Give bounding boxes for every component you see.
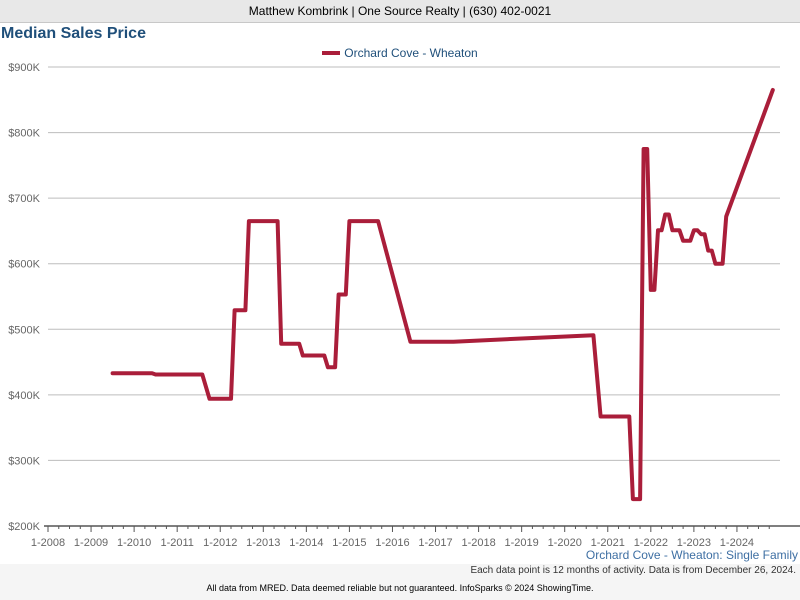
y-tick-label: $500K [8, 324, 40, 336]
x-tick-label: 1-2022 [634, 537, 668, 549]
x-tick-label: 1-2018 [461, 537, 495, 549]
y-tick-label: $200K [8, 521, 40, 533]
legend-label: Orchard Cove - Wheaton [344, 46, 478, 60]
y-tick-label: $700K [8, 193, 40, 205]
x-tick-label: 1-2023 [677, 537, 711, 549]
y-tick-label: $800K [8, 128, 40, 140]
legend: Orchard Cove - Wheaton [0, 46, 800, 60]
x-tick-label: 1-2015 [332, 537, 366, 549]
data-note: Each data point is 12 months of activity… [470, 565, 796, 576]
chart-title: Median Sales Price [1, 25, 146, 42]
x-tick-label: 1-2014 [289, 537, 323, 549]
x-tick-label: 1-2009 [74, 537, 108, 549]
y-tick-label: $900K [8, 62, 40, 74]
y-axis-ticks: $200K $300K $400K $500K $600K $700K $800K $900K [8, 62, 40, 533]
footer-disclaimer: All data from MRED. Data deemed reliable… [206, 583, 594, 593]
x-tick-label: 1-2021 [591, 537, 625, 549]
agent-header: Matthew Kombrink | One Source Realty | (… [0, 0, 800, 23]
legend-swatch [322, 50, 341, 55]
x-axis: 1-2008 1-2009 1-2010 1-2011 1-2012 1-2013 1-20… [31, 525, 800, 549]
x-tick-label: 1-2017 [418, 537, 452, 549]
chart-subtitle: Orchard Cove - Wheaton: Single Family [585, 548, 798, 562]
series-lines [110, 88, 775, 502]
y-tick-label: $600K [8, 259, 40, 271]
y-tick-label: $300K [8, 455, 40, 467]
x-tick-label: 1-2011 [160, 537, 193, 549]
gridlines [48, 66, 780, 461]
x-tick-label: 1-2016 [375, 537, 409, 549]
footer-band [0, 564, 800, 600]
x-tick-label: 1-2020 [548, 537, 582, 549]
x-tick-label: 1-2010 [117, 537, 151, 549]
x-tick-label: 1-2012 [203, 537, 237, 549]
x-tick-label: 1-2008 [31, 537, 65, 549]
y-tick-label: $400K [8, 390, 40, 402]
x-tick-label: 1-2013 [246, 537, 280, 549]
series-line [110, 88, 775, 502]
x-tick-label: 1-2024 [720, 537, 754, 549]
x-tick-label: 1-2019 [505, 537, 539, 549]
